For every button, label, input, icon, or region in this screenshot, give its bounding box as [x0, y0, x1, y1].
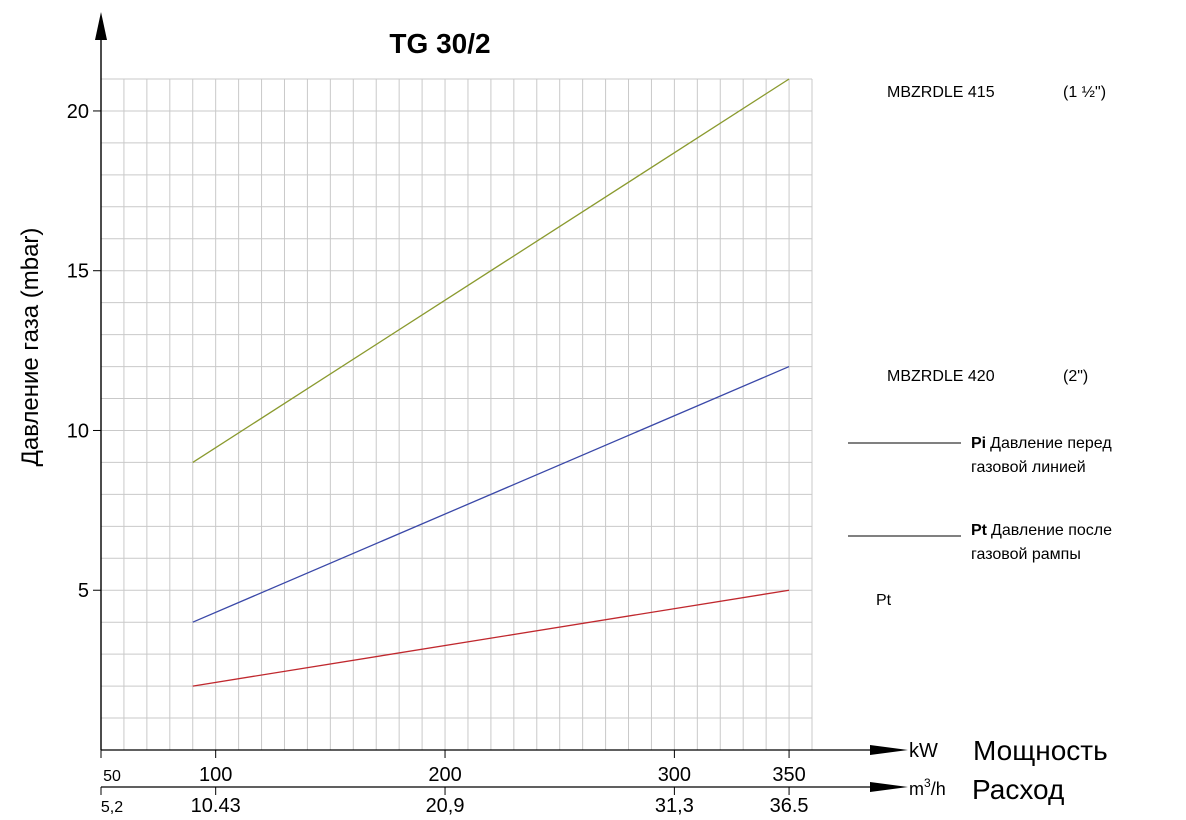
- y-tick-label: 20: [67, 101, 89, 123]
- x-axis-kw-unit: kW: [909, 740, 938, 762]
- x-tick-kw-label: 350: [772, 764, 805, 786]
- x-tick-flow-label: 31,3: [655, 795, 694, 817]
- series-label-pt: Pt: [876, 592, 892, 609]
- x-ticks-flow: 5,2 10.43 20,9 31,3 36.5: [100, 787, 809, 817]
- series-label-mbzrdle420: MBZRDLE 420 (2"): [887, 368, 1088, 385]
- x-tick-flow-label: 36.5: [770, 795, 809, 817]
- x-axis-flow-unit: m3/h: [909, 776, 946, 799]
- x-axis-flow-arrow: [870, 782, 908, 792]
- series-line-2: [192, 589, 790, 687]
- x-tick-kw-label: 300: [658, 764, 691, 786]
- legend-pi-line1: Pi Давление перед: [971, 435, 1112, 452]
- y-tick-label: 10: [67, 420, 89, 442]
- x-tick-flow-label: 20,9: [426, 795, 465, 817]
- x-tick-kw-label: 200: [428, 764, 461, 786]
- x-tick-kw-label: 50: [103, 768, 121, 785]
- x-tick-kw-label: 100: [199, 764, 232, 786]
- x-axis-flow-name: Расход: [972, 774, 1064, 805]
- x-tick-flow-label: 10.43: [191, 795, 241, 817]
- series-label-mbzrdle415: MBZRDLE 415 (1 ½"): [887, 84, 1106, 101]
- y-tick-label: 5: [78, 580, 89, 602]
- legend-pt-line1: Pt Давление после: [971, 522, 1112, 539]
- y-tick-label: 15: [67, 261, 89, 283]
- legend-pt-line2: газовой рампы: [971, 546, 1081, 563]
- x-ticks-kw: 50 100 200 300 350: [100, 750, 806, 786]
- x-tick-flow-label: 5,2: [101, 799, 123, 816]
- series-line-0: [192, 78, 790, 463]
- y-axis-arrow: [95, 12, 107, 40]
- y-ticks: 5 10 15 20: [67, 101, 101, 602]
- chart-grid: [100, 78, 813, 751]
- legend-pi-line2: газовой линией: [971, 459, 1086, 476]
- x-axis-kw-name: Мощность: [973, 735, 1108, 766]
- y-axis-label: Давление газа (mbar): [17, 228, 44, 467]
- chart-title: TG 30/2: [389, 28, 490, 59]
- x-axis-kw-arrow: [870, 745, 908, 755]
- chart-series-lines: [192, 78, 790, 687]
- series-line-1: [192, 365, 790, 623]
